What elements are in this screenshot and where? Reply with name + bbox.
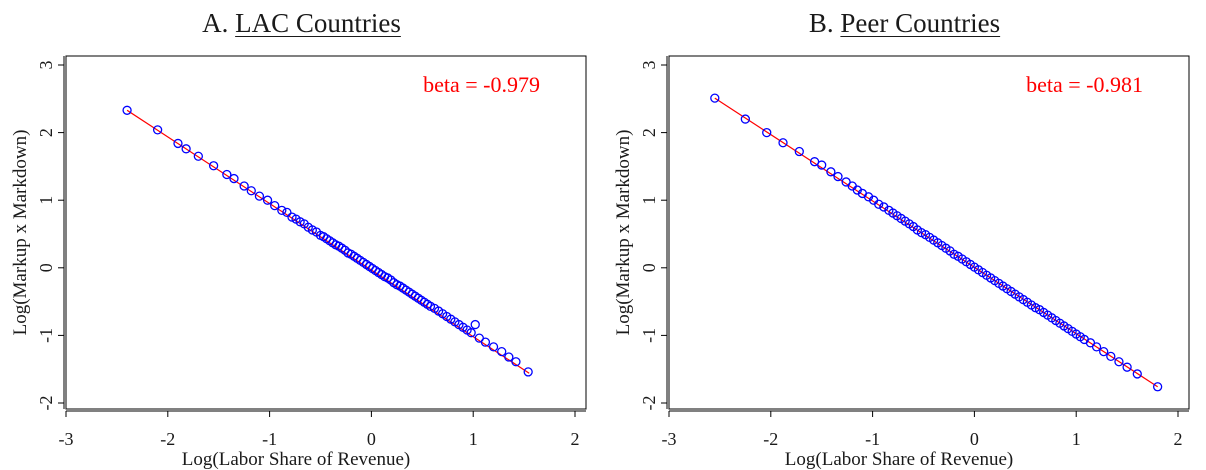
x-tick-label: 0 [970,429,979,449]
data-point [497,346,507,357]
data-point [254,191,265,201]
data-point [817,160,827,170]
panel-title-text: Peer Countries [840,8,1001,38]
data-point [239,181,249,191]
data-point [152,125,163,135]
data-point [833,171,843,182]
y-tick-label: 1 [639,196,659,205]
y-tick-label: -2 [639,396,659,411]
y-tick-label: -1 [639,328,659,343]
y-tick-label: -1 [36,328,56,343]
data-point [1091,342,1102,352]
scatter-plot: -3 -2 -1 0 1 2 -2 -1 0 1 2 3 Log(Labor Share of Reve… [613,55,1190,470]
x-axis-title: Log(Labor Share of Revenue) [785,449,1013,470]
y-tick-label: -2 [36,396,56,411]
data-point [1122,362,1132,372]
data-point [794,146,804,157]
data-point [1114,357,1124,367]
y-tick-label: 2 [36,128,56,137]
data-point [778,138,788,148]
plot-frame [65,55,587,410]
data-point [173,138,183,149]
data-point [826,167,836,177]
data-point [488,342,499,352]
data-point [504,352,514,362]
data-point [1152,382,1163,392]
data-point [740,114,751,124]
x-tick-label: -1 [262,429,277,449]
x-tick-label: -2 [763,429,778,449]
fit-line [126,109,530,374]
panel-b: B. Peer Countries -3 -2 -1 0 1 2 -2 -1 0 1 2 3 Log(L… [603,0,1206,470]
panel-title: B. Peer Countries [603,8,1206,39]
panel-letter: A. [202,8,229,38]
panel-letter: B. [808,8,834,38]
data-point [122,105,132,115]
data-point [470,319,480,330]
x-tick-label: 0 [367,429,376,449]
y-tick-label: 0 [36,263,56,272]
data-point [193,151,203,161]
panel-a: A. LAC Countries -3 -2 -1 0 1 2 -2 -1 0 1 2 3 Log(La… [0,8,603,470]
data-point [277,205,287,215]
data-point [523,367,533,377]
panel-title-text: LAC Countries [235,8,401,38]
data-point [1132,369,1142,379]
data-point [480,337,491,347]
x-tick-label: 1 [1072,429,1081,449]
data-point [386,275,396,285]
x-tick-label: -2 [160,429,175,449]
y-tick-label: 3 [639,61,659,70]
y-axis-title: Log(Markup x Markdown) [613,130,634,336]
y-tick-label: 0 [639,263,659,272]
beta-annotation: beta = -0.981 [1026,72,1143,97]
data-point [1099,346,1109,357]
data-point [282,207,292,218]
data-point [511,357,521,367]
x-tick-label: 2 [571,429,580,449]
x-tick-label: 1 [469,429,478,449]
plot-frame [668,55,1190,410]
data-point [710,93,720,103]
data-point [229,173,239,184]
x-axis-title: Log(Labor Share of Revenue) [182,449,410,470]
data-point [874,199,884,209]
data-point [1106,351,1116,362]
y-tick-label: 2 [639,128,659,137]
data-point [466,328,476,338]
panel-title: A. LAC Countries [0,8,603,39]
data-point [762,127,772,138]
data-point [181,144,191,154]
data-point [270,200,280,211]
x-tick-label: -3 [59,429,74,449]
data-point [262,195,273,205]
data-point [208,161,219,171]
data-point [246,186,256,196]
data-point [222,169,232,180]
beta-annotation: beta = -0.979 [423,72,540,97]
scatter-plot: -3 -2 -1 0 1 2 -2 -1 0 1 2 3 Log(Labor Share of Reve… [10,55,587,470]
x-tick-label: -1 [865,429,880,449]
y-axis-title: Log(Markup x Markdown) [10,130,31,336]
y-tick-label: 1 [36,196,56,205]
x-tick-label: 2 [1174,429,1183,449]
y-tick-label: 3 [36,61,56,70]
x-tick-label: -3 [662,429,677,449]
